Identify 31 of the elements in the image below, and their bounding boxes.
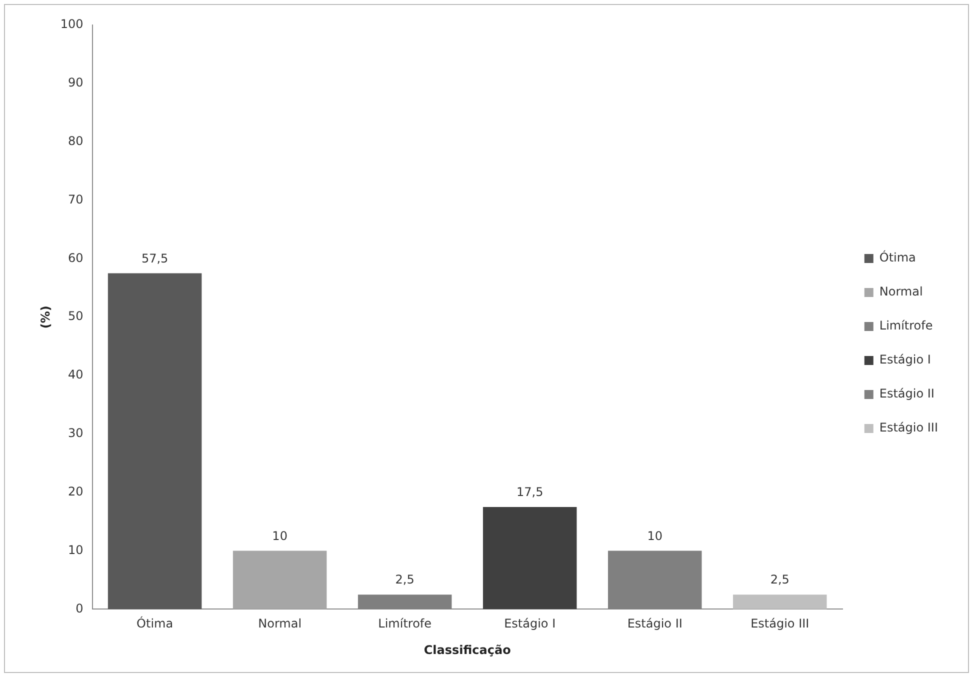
data-label: 2,5 xyxy=(395,572,414,587)
y-axis-title: (%) xyxy=(38,306,52,329)
legend-label: Estágio II xyxy=(879,386,934,401)
x-axis-title: Classificação xyxy=(424,642,511,657)
x-tick-label: Estágio I xyxy=(504,616,556,631)
data-label: 10 xyxy=(647,528,663,543)
data-label: 17,5 xyxy=(516,485,544,500)
y-tick-label: 10 xyxy=(68,542,84,557)
y-tick-label: 60 xyxy=(68,250,84,265)
x-tick-label: Limítrofe xyxy=(378,616,432,631)
x-tick-label: Normal xyxy=(258,616,302,631)
legend-label: Estágio I xyxy=(879,352,931,367)
data-label: 57,5 xyxy=(141,251,168,266)
y-tick-label: 0 xyxy=(76,601,84,616)
y-tick-label: 70 xyxy=(68,192,84,206)
y-tick-label: 40 xyxy=(68,368,84,382)
legend-label: Limítrofe xyxy=(879,318,933,333)
x-tick-label: Ótima xyxy=(136,616,174,631)
data-label: 2,5 xyxy=(770,572,790,587)
data-label: 10 xyxy=(272,528,288,543)
legend-label: Normal xyxy=(879,284,923,299)
legend-label: Estágio III xyxy=(879,420,938,435)
y-tick-label: 20 xyxy=(68,484,84,498)
legend-label: Ótima xyxy=(879,250,916,265)
x-tick-label: Estágio III xyxy=(750,616,810,631)
y-tick-label: 80 xyxy=(68,134,84,148)
y-tick-label: 100 xyxy=(60,17,84,32)
x-tick-label: Estágio II xyxy=(627,616,682,631)
y-tick-label: 50 xyxy=(68,309,84,324)
y-tick-label: 90 xyxy=(68,76,84,90)
y-tick-label: 30 xyxy=(68,426,84,440)
